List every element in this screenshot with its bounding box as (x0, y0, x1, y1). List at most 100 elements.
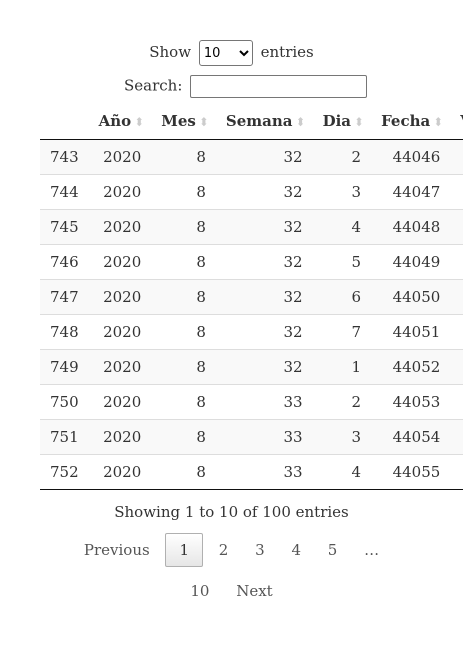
table-cell: 8 (450, 314, 463, 350)
column-header-index[interactable] (40, 103, 89, 140)
page-button-10[interactable]: 10 (190, 582, 210, 600)
table-row: 743 2020 8 32 2 44046 4 (40, 139, 463, 175)
search-control: Search: (124, 75, 368, 98)
table-cell: 32 (215, 314, 313, 350)
page-button-3[interactable]: 3 (255, 541, 265, 559)
table-cell: 2020 (88, 209, 152, 245)
table-cell: 2020 (88, 349, 152, 385)
table-cell: 2020 (88, 174, 152, 210)
table-cell: 2020 (88, 454, 152, 490)
table-cell: 8 (151, 279, 216, 315)
table-cell: 750 (40, 384, 89, 420)
search-label: Search: (124, 76, 183, 95)
table-cell: 44050 (371, 279, 451, 315)
table-cell: 8 (151, 419, 216, 455)
table-cell: 32 (215, 279, 313, 315)
sort-both-icon[interactable]: ⬍ (134, 115, 144, 129)
table-row: 75020208332440534 (40, 384, 463, 420)
table-cell: 1 (312, 349, 372, 385)
table-cell: 7 (312, 314, 372, 350)
column-header[interactable]: Ve⬍ (450, 103, 463, 140)
column-header[interactable]: Fecha ⬍ (371, 103, 451, 140)
table-cell: 44048 (371, 209, 451, 245)
table-cell: 746 (40, 244, 89, 280)
table-cell: 44046 (392, 148, 441, 166)
next-page-button[interactable]: Next (236, 582, 273, 600)
table-cell: 44053 (371, 384, 451, 420)
table-cell: 2 (351, 148, 362, 166)
table-cell: 2020 (88, 384, 152, 420)
table-cell: 2 (312, 384, 372, 420)
table-cell: 32 (215, 349, 313, 385)
table-cell: 752 (40, 454, 89, 490)
table-cell: 749 (40, 349, 89, 385)
sort-both-icon[interactable]: ⬍ (295, 115, 306, 129)
table-cell: 751 (40, 419, 89, 455)
table-cell: 44055 (371, 454, 451, 490)
table-cell: 3 (312, 419, 372, 455)
table-cell: 33 (215, 454, 313, 490)
table-cell: 8 (196, 148, 206, 166)
table-cell: 3 (312, 174, 372, 210)
search-input[interactable] (190, 75, 368, 98)
column-header[interactable]: Año ⬍ (88, 103, 152, 140)
page-button-1[interactable]: 1 (165, 533, 204, 567)
table-cell: 2020 (88, 244, 152, 280)
table-cell: 4 (450, 384, 463, 420)
table-cell: 4 (312, 454, 372, 490)
table-cell: 32 (283, 148, 303, 166)
page-button-4[interactable]: 4 (291, 541, 301, 559)
column-header-label: Mes (161, 112, 196, 130)
table-cell: 44049 (371, 244, 451, 280)
table-cell: 44047 (371, 174, 451, 210)
column-header[interactable]: Mes ⬍ (151, 103, 216, 140)
table-cell: 8 (151, 454, 216, 490)
page-button-5[interactable]: 5 (327, 541, 338, 559)
table-cell: 747 (40, 279, 89, 315)
table-cell: 6 (450, 279, 463, 315)
table-cell: 44051 (371, 314, 451, 350)
table-row: 749202083214405211 (40, 349, 463, 385)
table-cell: 46 (450, 454, 463, 490)
column-header[interactable]: Dia ⬍ (312, 103, 372, 140)
table-row: 745202083244404857 (40, 209, 463, 245)
pagination-row-2: 10 Next (0, 575, 463, 607)
sort-both-icon[interactable]: ⬍ (198, 115, 209, 129)
table-cell: 8 (151, 349, 216, 385)
table-cell: 2020 (88, 314, 152, 350)
table-row: 744 2020 8 32 3 44047 (40, 174, 463, 210)
sort-both-icon[interactable]: ⬍ (354, 115, 364, 129)
table-cell: 4 (450, 140, 463, 175)
table-cell: 6 (312, 279, 372, 315)
column-header-label: Dia (322, 112, 352, 130)
table-cell: 8 (151, 174, 216, 210)
page-button-2[interactable]: 2 (218, 541, 229, 559)
sort-both-icon[interactable]: ⬍ (433, 115, 443, 129)
data-table-wrapper: Año⬍Mes⬍Semana⬍Dia⬍Fecha⬍Ve⬍ 74320208322… (40, 103, 463, 490)
table-cell: 32 (215, 209, 313, 245)
table-cell: 4 (450, 244, 463, 280)
table-cell: 32 (215, 174, 313, 210)
table-cell: 33 (215, 384, 313, 420)
table-cell (450, 174, 463, 210)
entries-per-page-select[interactable]: 10 (198, 40, 253, 66)
table-cell: 2020 (88, 419, 152, 455)
data-table: Año⬍Mes⬍Semana⬍Dia⬍Fecha⬍Ve⬍ 74320208322… (40, 103, 463, 490)
table-cell: 743 (50, 148, 79, 166)
table-row: 74620208325440494 (40, 244, 463, 280)
table-row: 752202083344405546 (40, 454, 463, 490)
table-cell: 4 (312, 209, 372, 245)
table-cell: 5 (312, 244, 372, 280)
header-row: Año⬍Mes⬍Semana⬍Dia⬍Fecha⬍Ve⬍ (40, 103, 463, 140)
column-header-label: Semana (225, 112, 293, 130)
table-header: Año⬍Mes⬍Semana⬍Dia⬍Fecha⬍Ve⬍ (40, 103, 463, 140)
table-cell: 8 (151, 314, 216, 350)
table-body: 7432020832244046474420208323440477452020… (40, 139, 463, 490)
table-cell: 2020 (103, 148, 142, 166)
table-cell: 748 (40, 314, 89, 350)
previous-page-button[interactable]: Previous (83, 541, 150, 559)
pagination-ellipsis: … (364, 541, 380, 559)
pagination: Previous 1 2 3 4 5 … (0, 533, 463, 567)
column-header[interactable]: Semana ⬍ (215, 103, 313, 140)
table-cell: 33 (215, 419, 313, 455)
